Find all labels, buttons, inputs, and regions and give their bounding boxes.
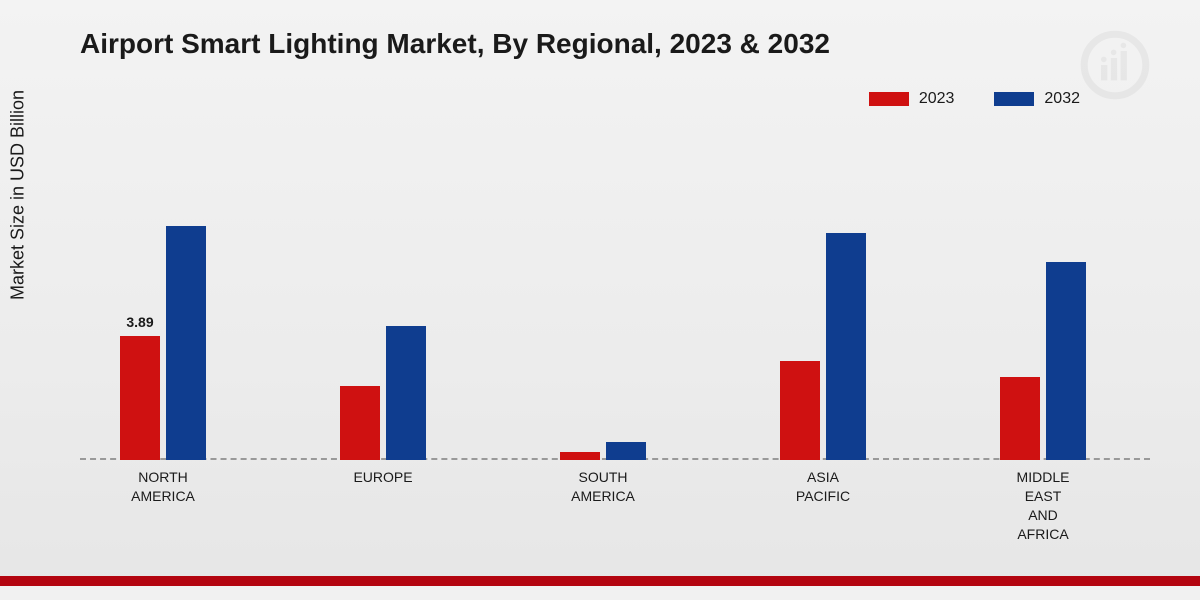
bar xyxy=(1000,377,1040,460)
legend-label-2023: 2023 xyxy=(919,90,955,108)
legend: 2023 2032 xyxy=(869,90,1080,108)
bar-group xyxy=(340,326,426,460)
bar xyxy=(340,386,380,460)
watermark-logo-icon xyxy=(1080,30,1150,100)
bar xyxy=(606,442,646,460)
accent-bar xyxy=(0,576,1200,586)
chart-title: Airport Smart Lighting Market, By Region… xyxy=(80,28,830,60)
bar xyxy=(780,361,820,460)
plot-area: 3.89 xyxy=(80,140,1150,460)
legend-label-2032: 2032 xyxy=(1044,90,1080,108)
x-axis-label: NORTH AMERICA xyxy=(131,468,195,506)
legend-item-2032: 2032 xyxy=(994,90,1080,108)
x-axis-label: ASIA PACIFIC xyxy=(796,468,850,506)
bar xyxy=(386,326,426,460)
chart-page: Airport Smart Lighting Market, By Region… xyxy=(0,0,1200,600)
x-axis-label: MIDDLE EAST AND AFRICA xyxy=(1017,468,1070,544)
bar-group xyxy=(780,233,866,460)
legend-item-2023: 2023 xyxy=(869,90,955,108)
legend-swatch-2032 xyxy=(994,92,1034,106)
bar: 3.89 xyxy=(120,336,160,460)
bar xyxy=(826,233,866,460)
bar-group xyxy=(560,442,646,460)
x-axis-label: SOUTH AMERICA xyxy=(571,468,635,506)
bottom-strip xyxy=(0,586,1200,600)
bar-group xyxy=(1000,262,1086,460)
x-axis-label: EUROPE xyxy=(353,468,412,487)
bar xyxy=(1046,262,1086,460)
bar-group: 3.89 xyxy=(120,226,206,460)
bar-value-label: 3.89 xyxy=(126,314,153,330)
legend-swatch-2023 xyxy=(869,92,909,106)
bar xyxy=(166,226,206,460)
bar xyxy=(560,452,600,460)
y-axis-label: Market Size in USD Billion xyxy=(8,90,29,300)
